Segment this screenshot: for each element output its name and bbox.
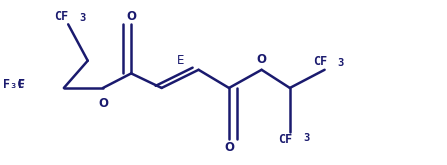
- Text: O: O: [257, 53, 266, 66]
- Text: 3: 3: [303, 133, 309, 143]
- Text: CF: CF: [313, 55, 327, 68]
- Text: CF: CF: [278, 133, 293, 146]
- Text: O: O: [224, 141, 234, 154]
- Text: 3: 3: [337, 58, 344, 68]
- Text: F₃C: F₃C: [3, 78, 25, 91]
- Text: O: O: [98, 97, 108, 110]
- Text: E: E: [177, 54, 184, 67]
- Text: F: F: [17, 78, 25, 91]
- Text: CF: CF: [55, 10, 69, 22]
- Text: O: O: [126, 10, 136, 22]
- Text: 3: 3: [79, 13, 85, 22]
